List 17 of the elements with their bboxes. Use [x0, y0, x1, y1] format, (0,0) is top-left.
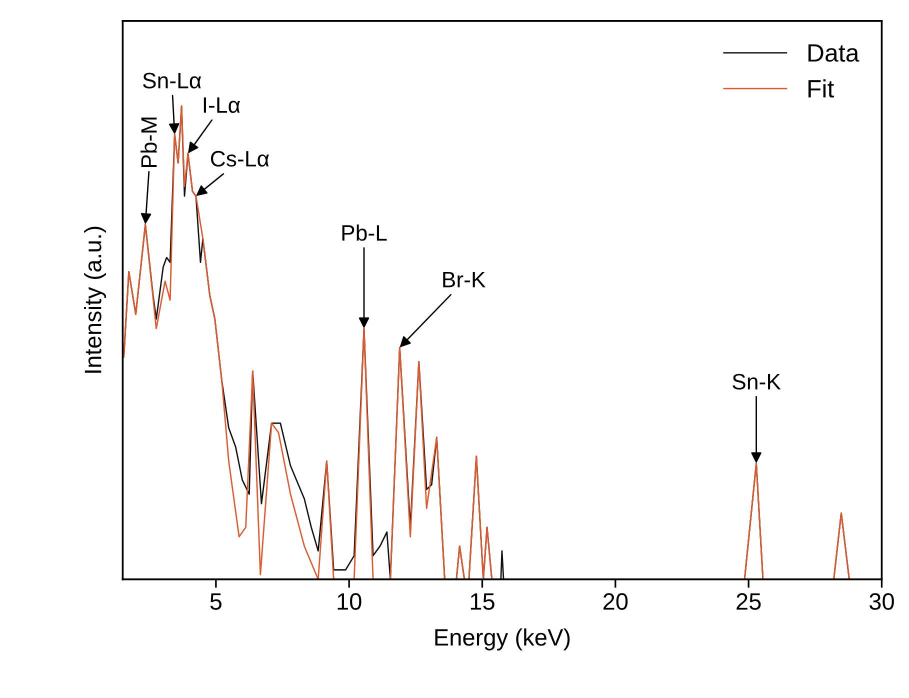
legend-label: Data [808, 44, 860, 62]
y-axis-title: Intensity (a.u.) [84, 226, 106, 373]
x-tick-label: 20 [603, 593, 628, 610]
legend-label: Fit [808, 79, 834, 98]
x-axis-title: Energy (keV) [435, 628, 570, 650]
annotation: I-Lα [204, 97, 240, 113]
x-tick-label: 25 [736, 593, 761, 610]
x-tick-label: 10 [338, 593, 362, 610]
x-tick-label: 30 [870, 593, 894, 610]
annotation: Pb-M [140, 118, 157, 168]
annotation: Br-K [443, 272, 486, 288]
annotation: Cs-Lα [210, 150, 269, 167]
annotation: Sn-Lα [142, 72, 202, 88]
annotation: Sn-K [732, 374, 781, 390]
x-tick-label: 15 [470, 593, 494, 610]
annotation: Pb-L [342, 224, 387, 241]
x-tick-label: 5 [210, 593, 222, 610]
